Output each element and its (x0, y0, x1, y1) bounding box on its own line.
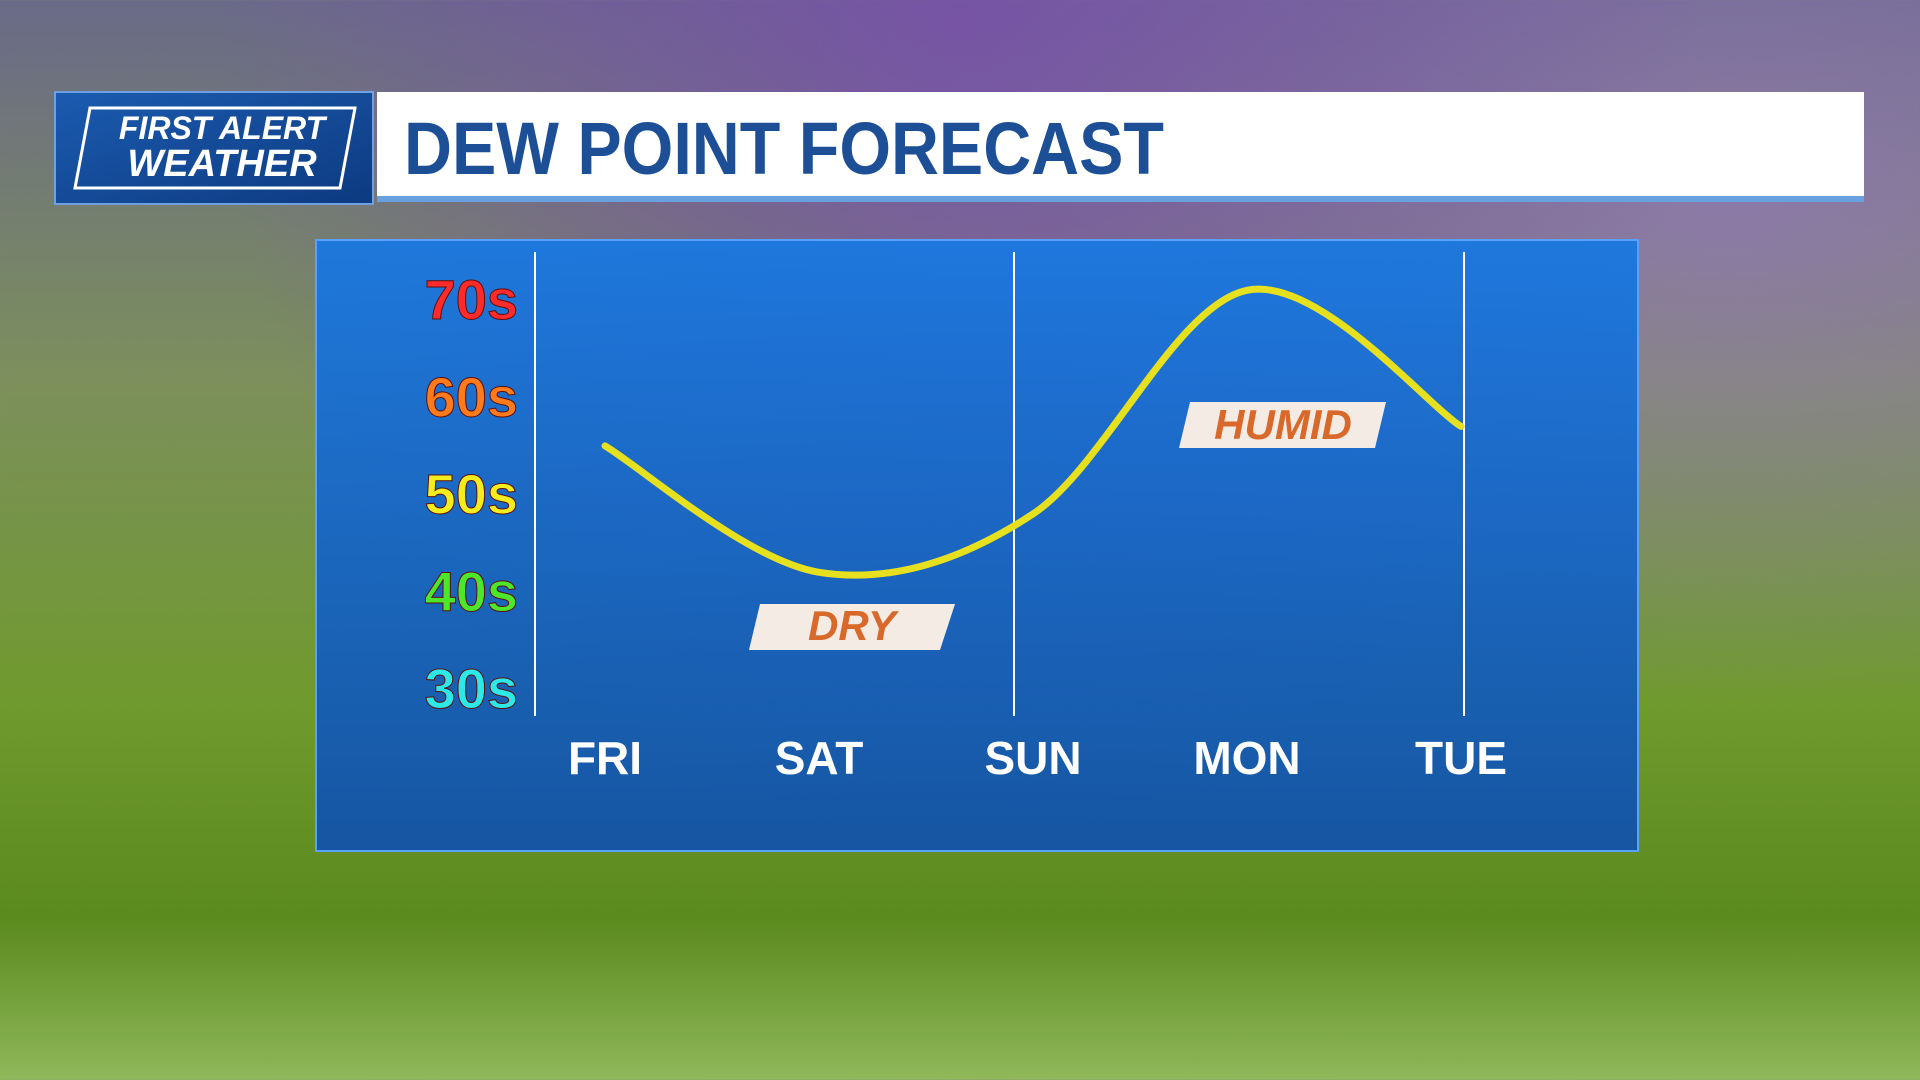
y-tick-label: 50s (425, 463, 518, 526)
annotation-box (1179, 402, 1386, 448)
annotation: HUMID (1214, 401, 1352, 448)
logo-bottom: WEATHER (127, 143, 317, 185)
title-underline (377, 196, 1864, 202)
y-tick-label: 30s (425, 657, 518, 720)
annotation-box (749, 604, 955, 650)
title-bar (377, 92, 1864, 202)
x-tick-label: SAT (775, 732, 864, 784)
chart-title: DEW POINT FORECAST (404, 107, 1164, 190)
y-tick-label: 60s (425, 365, 518, 428)
x-tick-label: FRI (568, 732, 642, 784)
x-tick-label: TUE (1415, 732, 1507, 784)
x-tick-label: SUN (984, 732, 1081, 784)
y-tick-label: 70s (425, 268, 518, 331)
line (601, 285, 1465, 579)
logo-box (54, 91, 374, 205)
annotation: DRY (808, 602, 900, 649)
logo-top: FIRST ALERT (119, 110, 328, 146)
x-tick-label: MON (1193, 732, 1300, 784)
y-tick-label: 40s (425, 560, 518, 623)
logo-frame (73, 106, 357, 190)
